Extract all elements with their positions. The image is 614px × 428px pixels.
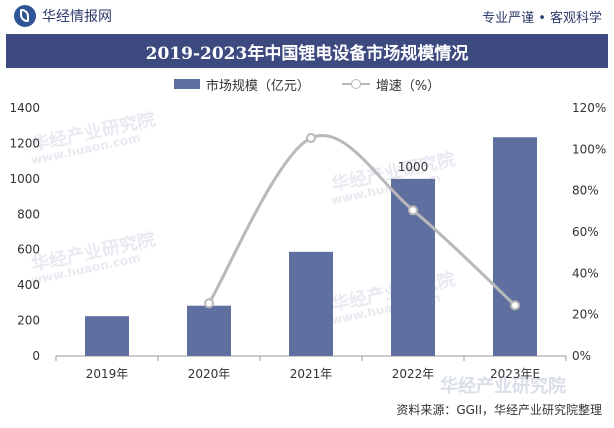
data-label: 1000 [398,160,429,174]
x-tick-label: 2020年 [188,367,231,381]
bar [289,251,333,356]
brand: 华经情报网 [14,5,112,27]
source-note: 资料来源：GGII，华经产业研究院整理 [396,403,602,417]
legend: 市场规模（亿元） 增速（%） [0,74,614,94]
growth-point [510,300,520,311]
bar [493,137,537,356]
y-left-tick-label: 1200 [9,136,40,150]
legend-bar-swatch [173,79,200,89]
bar [85,316,129,356]
y-left-tick-label: 600 [17,243,40,257]
legend-label-market-size: 市场规模（亿元） [205,78,310,94]
leaf-logo-icon [14,5,36,27]
x-tick-label: 2019年 [86,367,129,381]
legend-line-swatch [341,78,370,90]
growth-point [204,298,214,309]
y-right-tick-label: 20% [572,308,599,322]
top-bar: 华经情报网 专业严谨 • 客观科学 [0,0,614,32]
brand-name: 华经情报网 [42,9,112,25]
tagline: 专业严谨 • 客观科学 [482,10,602,26]
y-left-tick-label: 800 [17,207,40,221]
growth-point [306,132,316,143]
y-left-tick-label: 1000 [9,172,40,186]
growth-line [207,134,517,307]
y-right-tick-label: 120% [572,101,606,115]
x-tick-label: 2022年 [392,367,435,381]
chart-title: 2019-2023年中国锂电设备市场规模情况 [6,34,608,68]
y-right-tick-label: 80% [572,184,599,198]
legend-label-growth: 增速（%） [375,78,441,94]
y-right-tick-label: 60% [572,225,599,239]
y-left-tick-label: 200 [17,314,40,328]
growth-point [408,205,418,216]
y-left-tick-label: 400 [17,278,40,292]
watermark-text: 华经产业研究院 [440,376,566,397]
bar [187,305,231,356]
y-right-tick-label: 40% [572,266,599,280]
y-right-tick-label: 100% [572,142,606,156]
legend-item-growth: 增速（%） [341,75,441,94]
y-right-tick-label: 0% [572,349,591,363]
x-tick-label: 2021年 [290,367,333,381]
y-left-tick-label: 0 [32,349,40,363]
x-tick-label: 2023年E [490,367,540,381]
y-left-tick-label: 1400 [9,101,40,115]
legend-item-market-size: 市场规模（亿元） [173,75,310,94]
